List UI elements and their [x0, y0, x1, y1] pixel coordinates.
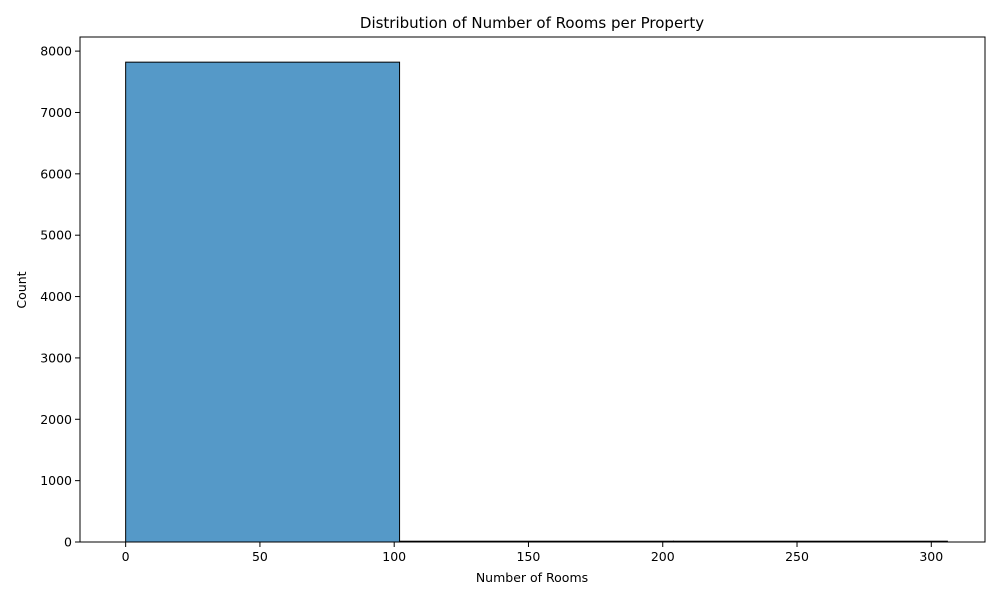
x-axis-label: Number of Rooms: [476, 570, 588, 585]
y-tick-label: 0: [64, 535, 72, 550]
chart-title: Distribution of Number of Rooms per Prop…: [360, 14, 704, 32]
y-axis-label: Count: [14, 271, 29, 308]
y-tick-label: 6000: [40, 166, 72, 181]
x-tick-label: 150: [517, 549, 541, 564]
y-tick-label: 7000: [40, 105, 72, 120]
x-tick-label: 250: [785, 549, 809, 564]
y-tick-label: 3000: [40, 350, 72, 365]
y-tick-label: 4000: [40, 289, 72, 304]
y-tick-label: 2000: [40, 412, 72, 427]
x-tick-label: 200: [651, 549, 675, 564]
plot-frame: [79, 36, 986, 543]
x-tick-label: 300: [919, 549, 943, 564]
histogram-bar-0: [125, 61, 401, 543]
bars-group: [125, 61, 948, 543]
x-axis-ticks: 0 50 100 150 200 250 300: [122, 542, 943, 564]
y-tick-label: 8000: [40, 44, 72, 59]
y-tick-label: 5000: [40, 228, 72, 243]
x-tick-label: 100: [382, 549, 406, 564]
y-axis-ticks: 0 1000 2000 3000 4000 5000 6000 7000 8000: [40, 44, 80, 550]
x-tick-label: 50: [252, 549, 268, 564]
x-tick-label: 0: [122, 549, 130, 564]
y-tick-label: 1000: [40, 473, 72, 488]
